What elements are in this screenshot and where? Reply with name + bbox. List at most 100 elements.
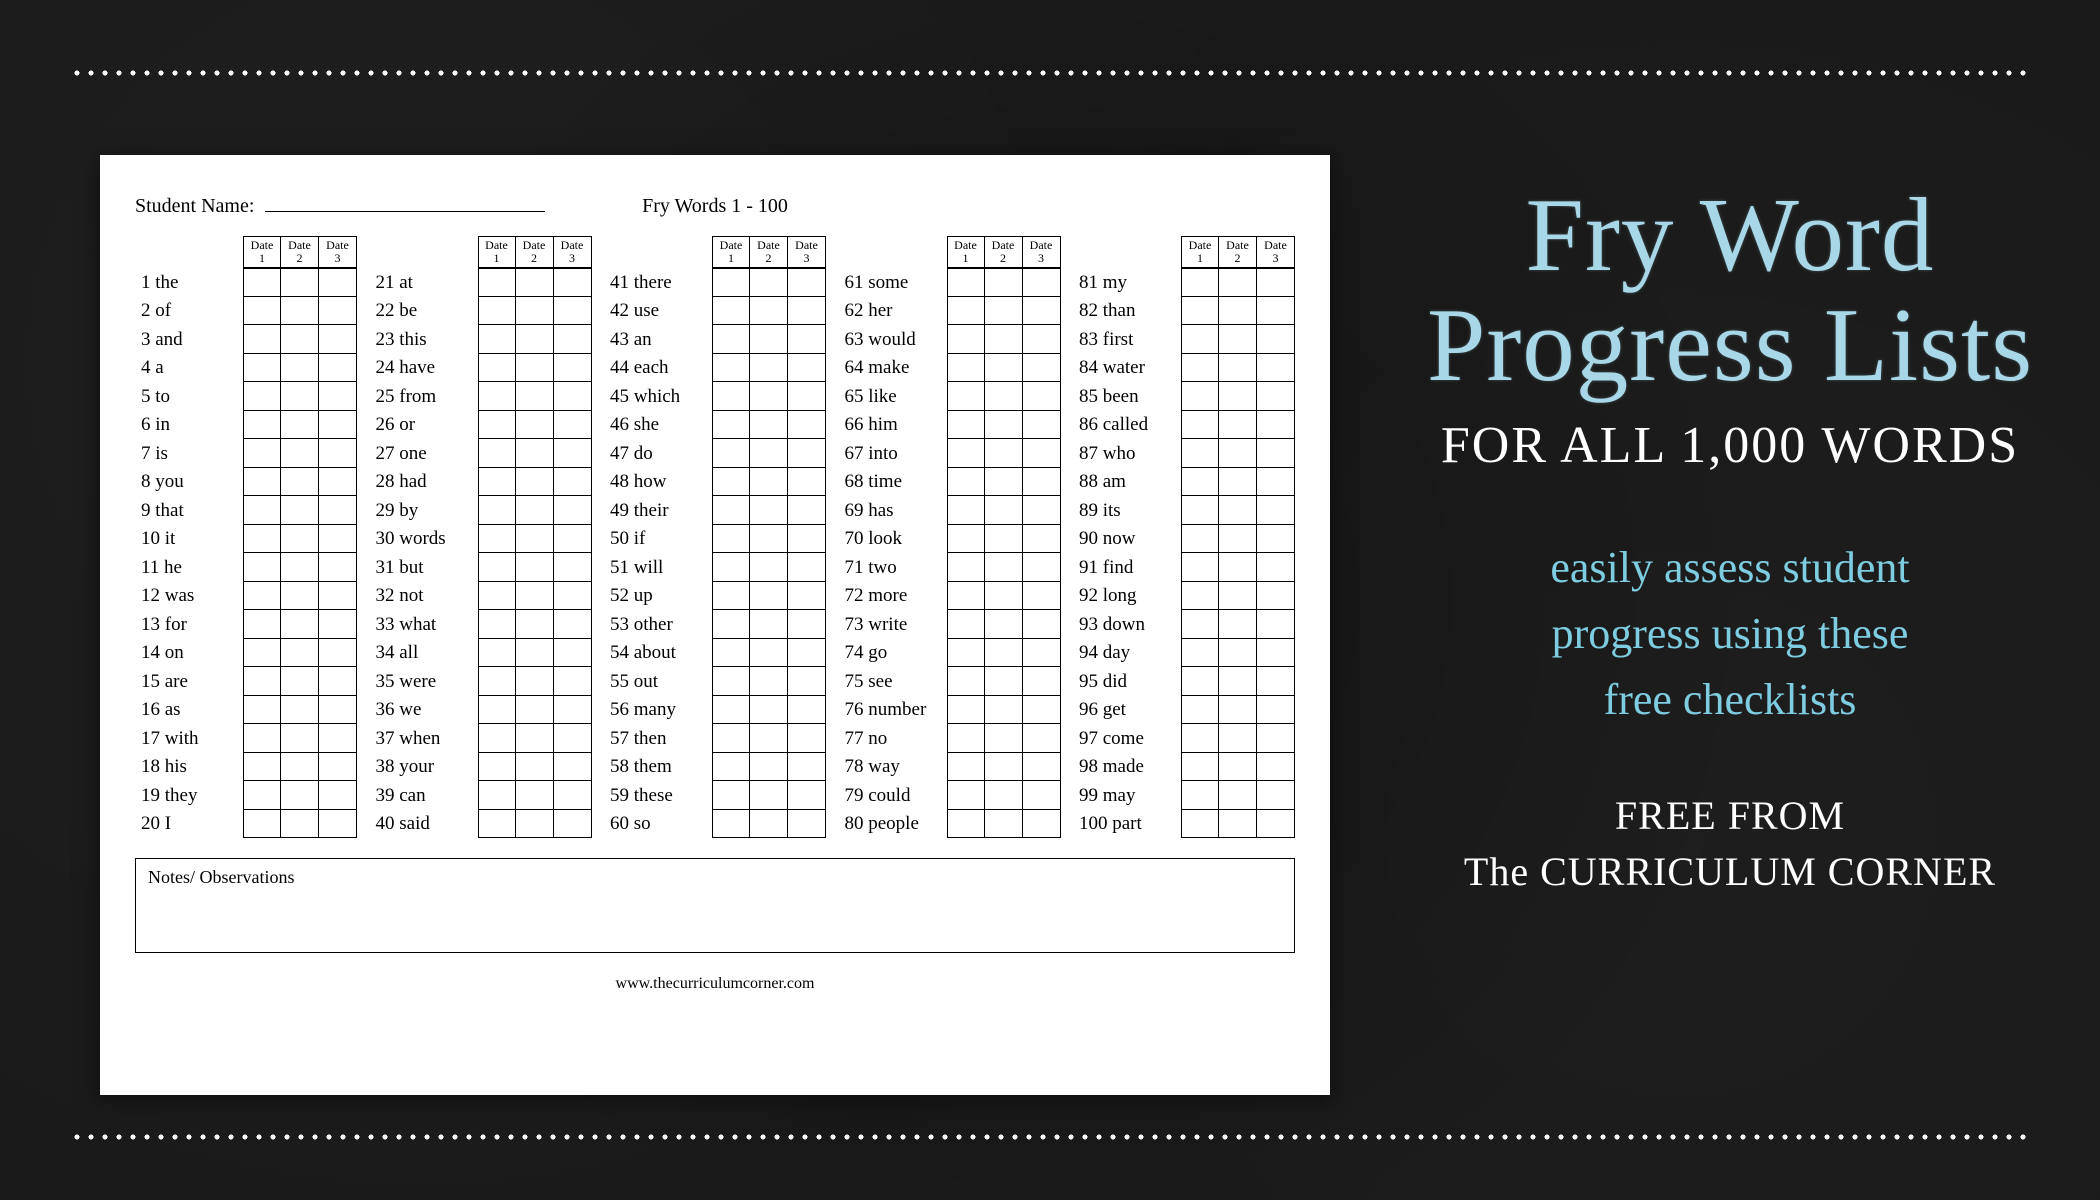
word-label: 81 my (1073, 272, 1181, 294)
check-cell (516, 496, 554, 525)
check-cell (1257, 753, 1295, 782)
word-cells (478, 781, 592, 810)
word-cells (478, 696, 592, 725)
check-cell (319, 411, 357, 440)
check-cell (1219, 297, 1257, 326)
word-row: 13 for (135, 610, 357, 639)
word-label: 63 would (839, 329, 947, 351)
check-cell (1181, 297, 1219, 326)
check-cell (712, 753, 750, 782)
check-cell (750, 439, 788, 468)
check-cell (712, 810, 750, 839)
word-row: 84 water (1073, 354, 1295, 383)
check-cell (319, 496, 357, 525)
word-cells (478, 439, 592, 468)
check-cell (478, 525, 516, 554)
word-label: 60 so (604, 813, 712, 835)
word-row: 55 out (604, 667, 826, 696)
check-cell (243, 525, 281, 554)
check-cell (319, 268, 357, 297)
date-header-cell: Date3 (1023, 236, 1061, 268)
check-cell (1181, 667, 1219, 696)
check-cell (1181, 439, 1219, 468)
check-cell (985, 525, 1023, 554)
word-row: 46 she (604, 411, 826, 440)
word-label: 67 into (839, 443, 947, 465)
word-row: 71 two (839, 553, 1061, 582)
word-cells (1181, 382, 1295, 411)
check-cell (1181, 553, 1219, 582)
check-cell (1219, 610, 1257, 639)
word-cells (712, 382, 826, 411)
worksheet-footer-url: www.thecurriculumcorner.com (135, 975, 1295, 993)
check-cell (1181, 781, 1219, 810)
column-header: Date1Date2Date3 (243, 236, 357, 268)
check-cell (243, 696, 281, 725)
word-label: 10 it (135, 528, 243, 550)
word-label: 41 there (604, 272, 712, 294)
word-label: 24 have (370, 357, 478, 379)
check-cell (947, 354, 985, 383)
word-cells (478, 525, 592, 554)
word-row: 33 what (370, 610, 592, 639)
check-cell (516, 439, 554, 468)
check-cell (554, 354, 592, 383)
word-row: 73 write (839, 610, 1061, 639)
check-cell (243, 582, 281, 611)
check-cell (788, 810, 826, 839)
promo-title: Fry Word Progress Lists (1410, 180, 2050, 401)
check-cell (1219, 411, 1257, 440)
check-cell (947, 382, 985, 411)
check-cell (1219, 354, 1257, 383)
word-row: 91 find (1073, 553, 1295, 582)
word-row: 3 and (135, 325, 357, 354)
check-cell (1023, 297, 1061, 326)
check-cell (281, 354, 319, 383)
student-name-label: Student Name: (135, 195, 254, 217)
word-label: 74 go (839, 642, 947, 664)
word-row: 38 your (370, 753, 592, 782)
check-cell (1219, 496, 1257, 525)
word-row: 58 them (604, 753, 826, 782)
check-cell (1023, 667, 1061, 696)
word-row: 32 not (370, 582, 592, 611)
word-label: 58 them (604, 756, 712, 778)
check-cell (516, 297, 554, 326)
check-cell (985, 325, 1023, 354)
word-column: Date1Date2Date31 the2 of3 and4 a5 to6 in… (135, 236, 357, 838)
check-cell (319, 810, 357, 839)
notes-label: Notes/ Observations (148, 867, 294, 887)
column-header: Date1Date2Date3 (947, 236, 1061, 268)
word-label: 71 two (839, 557, 947, 579)
date-header-cell: Date1 (243, 236, 281, 268)
check-cell (712, 696, 750, 725)
check-cell (554, 810, 592, 839)
word-row: 8 you (135, 468, 357, 497)
word-label: 28 had (370, 471, 478, 493)
word-label: 25 from (370, 386, 478, 408)
check-cell (985, 724, 1023, 753)
check-cell (516, 411, 554, 440)
word-cells (947, 325, 1061, 354)
word-cells (947, 639, 1061, 668)
check-cell (788, 610, 826, 639)
check-cell (788, 325, 826, 354)
word-cells (947, 468, 1061, 497)
word-row: 50 if (604, 525, 826, 554)
check-cell (1219, 439, 1257, 468)
word-cells (712, 667, 826, 696)
check-cell (985, 696, 1023, 725)
check-cell (281, 582, 319, 611)
date-header-cell: Date3 (554, 236, 592, 268)
check-cell (1257, 810, 1295, 839)
word-label: 69 has (839, 500, 947, 522)
word-cells (712, 525, 826, 554)
check-cell (947, 667, 985, 696)
check-cell (712, 582, 750, 611)
word-row: 81 my (1073, 268, 1295, 297)
check-cell (243, 810, 281, 839)
check-cell (985, 268, 1023, 297)
check-cell (1257, 696, 1295, 725)
word-cells (712, 297, 826, 326)
check-cell (947, 439, 985, 468)
